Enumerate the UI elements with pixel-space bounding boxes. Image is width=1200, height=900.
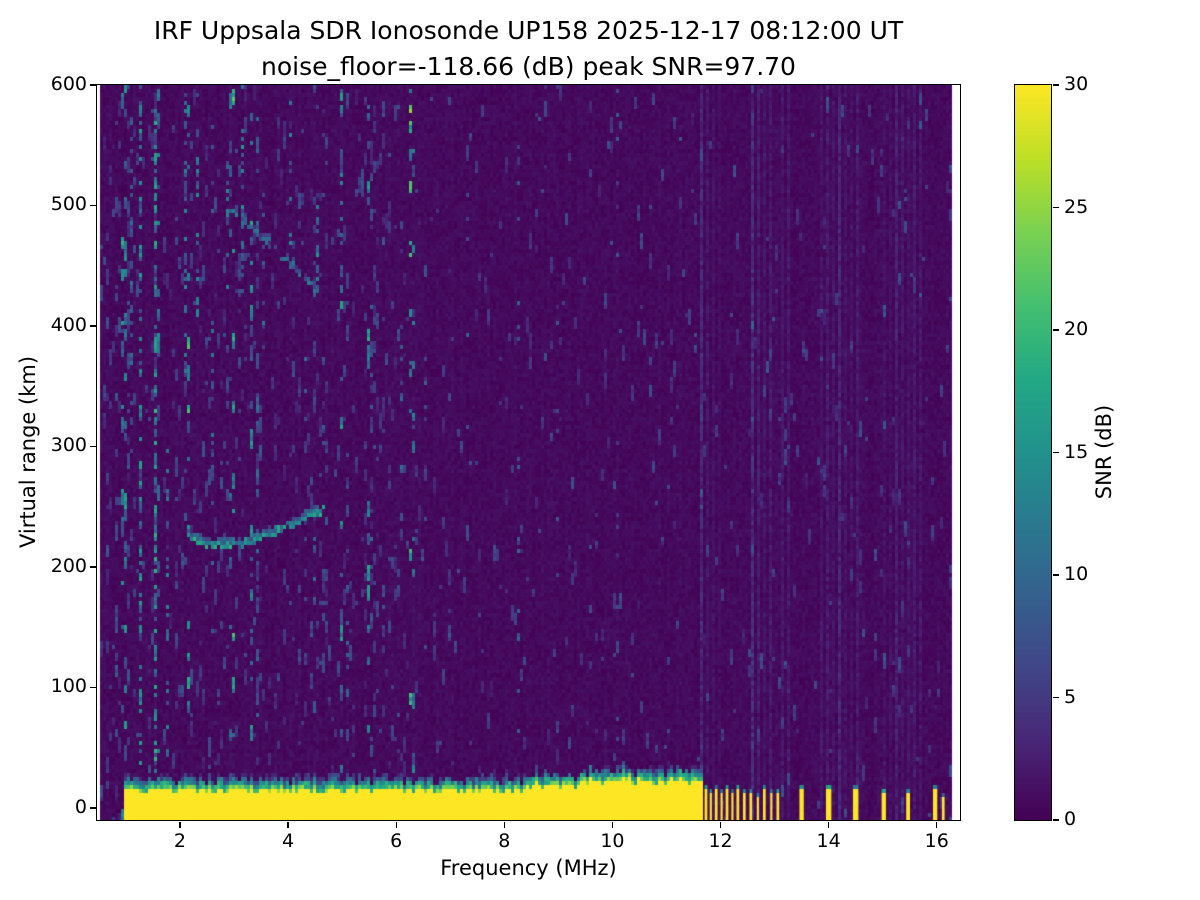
y-tick-mark [89,84,96,86]
x-tick-mark [611,821,614,828]
colorbar [1013,83,1052,821]
y-tick-mark [89,204,96,207]
y-tick-mark [89,686,96,689]
y-tick-label: 500 [50,193,87,216]
x-tick-label: 16 [924,830,949,852]
colorbar-tick-label: 0 [1064,808,1077,830]
y-tick-label: 600 [50,73,87,95]
x-tick-mark [395,821,397,828]
colorbar-tick-mark [1052,696,1059,699]
colorbar-tick-label: 20 [1064,318,1089,340]
x-tick-mark [179,821,181,828]
colorbar-tick-mark [1052,84,1059,86]
colorbar-tick-label: 15 [1064,440,1089,463]
plot-area [95,83,961,821]
x-tick-mark [827,821,830,828]
x-tick-label: 8 [498,830,511,852]
x-tick-label: 4 [282,830,295,852]
chart-title: IRF Uppsala SDR Ionosonde UP158 2025-12-… [0,13,1057,85]
x-tick-label: 2 [173,830,187,852]
y-tick-label: 100 [50,675,87,698]
x-axis-label: Frequency (MHz) [440,856,617,880]
y-tick-mark [89,325,96,327]
x-tick-mark [503,821,505,828]
chart-title-line2: noise_floor=-118.66 (dB) peak SNR=97.70 [261,52,796,81]
colorbar-tick-label: 10 [1064,563,1089,585]
colorbar-tick-mark [1052,451,1059,454]
x-tick-label: 10 [600,830,625,852]
colorbar-label: SNR (dB) [1092,404,1116,500]
y-tick-label: 400 [50,313,87,336]
ionogram-heatmap [96,84,960,820]
colorbar-tick-label: 5 [1064,685,1077,708]
x-tick-mark [719,821,722,828]
chart-title-line1: IRF Uppsala SDR Ionosonde UP158 2025-12-… [153,16,904,45]
colorbar-tick-label: 25 [1064,195,1089,218]
x-tick-mark [287,821,289,828]
y-tick-label: 200 [50,554,87,577]
x-tick-label: 14 [816,830,841,852]
x-tick-mark [936,821,938,828]
colorbar-tick-label: 30 [1064,73,1089,95]
y-tick-label: 300 [50,434,87,457]
colorbar-tick-mark [1052,206,1059,209]
colorbar-tick-mark [1052,574,1059,576]
y-tick-mark [89,566,96,568]
y-tick-mark [89,445,96,448]
x-tick-label: 12 [708,830,733,852]
y-tick-label: 0 [74,795,87,818]
y-tick-mark [89,807,96,809]
x-tick-label: 6 [390,830,403,852]
colorbar-tick-mark [1052,819,1059,821]
colorbar-tick-mark [1052,329,1059,331]
